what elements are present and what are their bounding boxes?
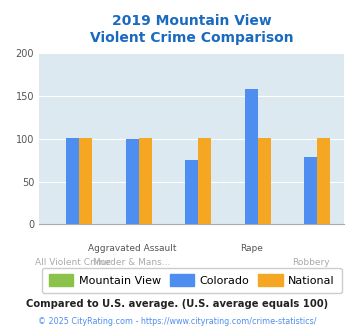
Bar: [79, 138, 92, 224]
Bar: [245, 89, 258, 224]
Text: Aggravated Assault: Aggravated Assault: [88, 244, 176, 253]
Text: Compared to U.S. average. (U.S. average equals 100): Compared to U.S. average. (U.S. average …: [26, 299, 329, 309]
Bar: [66, 138, 79, 224]
Legend: Mountain View, Colorado, National: Mountain View, Colorado, National: [42, 268, 342, 293]
Bar: [185, 160, 198, 224]
Text: Rape: Rape: [240, 244, 263, 253]
Text: © 2025 CityRating.com - https://www.cityrating.com/crime-statistics/: © 2025 CityRating.com - https://www.city…: [38, 317, 317, 326]
Text: Robbery: Robbery: [292, 258, 330, 267]
Text: All Violent Crime: All Violent Crime: [35, 258, 110, 267]
Title: 2019 Mountain View
Violent Crime Comparison: 2019 Mountain View Violent Crime Compari…: [90, 15, 294, 45]
Bar: [198, 138, 211, 224]
Bar: [139, 138, 152, 224]
Bar: [304, 157, 317, 224]
Text: Murder & Mans...: Murder & Mans...: [93, 258, 171, 267]
Bar: [126, 140, 139, 224]
Bar: [317, 138, 331, 224]
Bar: [258, 138, 271, 224]
